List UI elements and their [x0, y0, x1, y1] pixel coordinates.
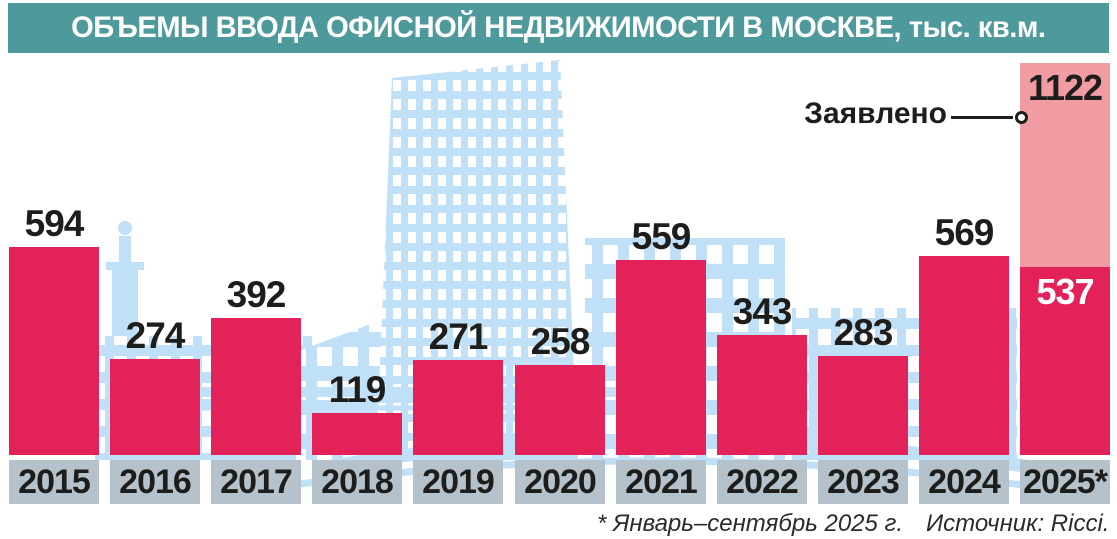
value-label-2024: 569 [934, 212, 995, 253]
value-label-2021: 559 [631, 216, 692, 257]
declared-annotation-label: Заявлено [804, 97, 947, 130]
year-label-2025*: 2025* [1020, 460, 1110, 504]
bar-2020 [515, 365, 605, 455]
bar-2022 [717, 335, 807, 455]
year-label-2021: 2021 [616, 460, 706, 504]
value-label-2017: 392 [226, 274, 287, 315]
year-label-2016: 2016 [110, 460, 200, 504]
year-label-2019: 2019 [413, 460, 503, 504]
year-label-2022: 2022 [717, 460, 807, 504]
bar-declared-2025*: 1122 [1020, 63, 1110, 267]
value-label-2020: 258 [530, 321, 591, 362]
year-label-2018: 2018 [312, 460, 402, 504]
year-label-2020: 2020 [515, 460, 605, 504]
value-label-2025*: 537 [1036, 271, 1094, 312]
chart-title: ОБЪЕМЫ ВВОДА ОФИСНОЙ НЕДВИЖИМОСТИ В МОСК… [71, 11, 1046, 44]
value-label-2023: 283 [833, 312, 894, 353]
bar-2016 [110, 359, 200, 455]
annotation-connector-dot-icon [1015, 111, 1028, 124]
period-footnote: * Январь–сентябрь 2025 г. [597, 510, 904, 537]
value-label-2022: 343 [732, 291, 793, 332]
source-credit: Источник: Ricci. [926, 510, 1110, 537]
bar-2023 [818, 356, 908, 455]
bar-2019 [413, 360, 503, 455]
year-label-2015: 2015 [9, 460, 99, 504]
bar-2021 [616, 260, 706, 455]
year-label-2024: 2024 [919, 460, 1009, 504]
declared-value-label: 1122 [1027, 67, 1103, 108]
year-label-2023: 2023 [818, 460, 908, 504]
value-label-2019: 271 [428, 316, 489, 357]
chart-title-bar: ОБЪЕМЫ ВВОДА ОФИСНОЙ НЕДВИЖИМОСТИ В МОСК… [8, 3, 1109, 53]
value-label-2015: 594 [24, 203, 85, 244]
value-label-2016: 274 [125, 315, 186, 356]
year-label-2017: 2017 [211, 460, 301, 504]
bar-2025*: 537 [1020, 267, 1110, 455]
bar-2015 [9, 247, 99, 455]
bar-2017 [211, 318, 301, 455]
value-label-2018: 119 [328, 369, 387, 410]
bar-2018 [312, 413, 402, 455]
bar-2024 [919, 256, 1009, 455]
annotation-connector-line [951, 116, 1013, 119]
